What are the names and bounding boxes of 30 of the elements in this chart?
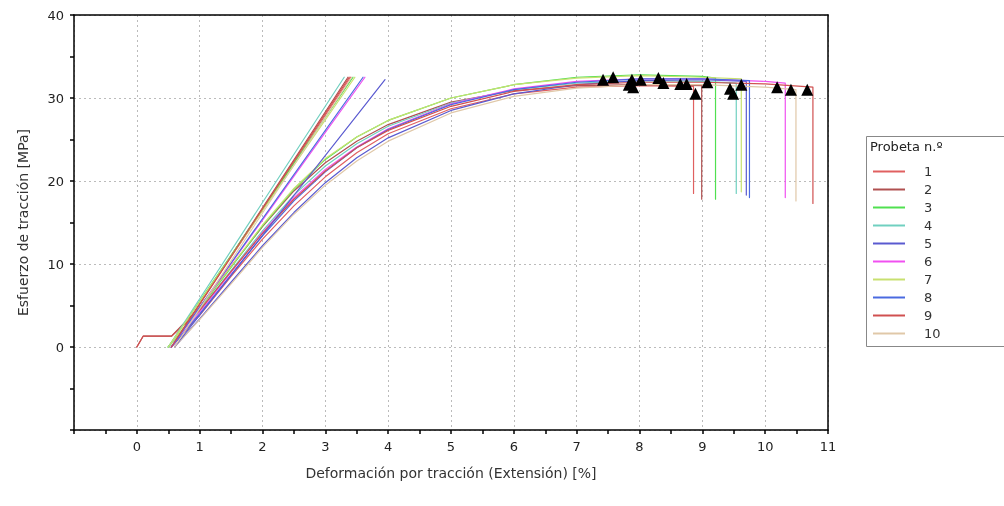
x-tick-label: 4 [384, 439, 393, 454]
y-tick-label: 20 [47, 173, 64, 189]
x-axis-title: Deformación por tracción (Extensión) [%] [305, 465, 597, 481]
y-tick-label: 30 [47, 90, 64, 106]
legend-label: 4 [924, 218, 933, 233]
legend-label: 5 [924, 236, 933, 251]
legend-label: 3 [924, 200, 933, 215]
x-tick-label: 7 [572, 439, 581, 454]
x-tick-label: 6 [509, 439, 518, 454]
y-tick-label: 0 [55, 339, 64, 355]
legend-label: 7 [924, 272, 933, 287]
y-axis-title: Esfuerzo de tracción [MPa] [15, 128, 31, 317]
x-tick-label: 11 [819, 439, 837, 454]
y-tick-label: 40 [47, 7, 64, 23]
legend-title: Probeta n.º [870, 139, 943, 154]
legend-label: 10 [924, 326, 941, 341]
x-tick-label: 2 [258, 439, 267, 454]
x-tick-label: 8 [635, 439, 644, 454]
legend-label: 2 [924, 182, 933, 197]
legend-label: 1 [924, 164, 933, 179]
x-tick-label: 10 [756, 439, 774, 454]
x-tick-label: 9 [698, 439, 707, 454]
legend-label: 9 [924, 308, 933, 323]
legend-label: 8 [924, 290, 933, 305]
y-tick-label: 10 [47, 256, 64, 272]
legend-label: 6 [924, 254, 933, 269]
x-tick-label: 3 [321, 439, 330, 454]
x-tick-label: 5 [446, 439, 456, 454]
x-tick-label: 1 [195, 439, 204, 454]
x-tick-label: 0 [132, 439, 141, 454]
